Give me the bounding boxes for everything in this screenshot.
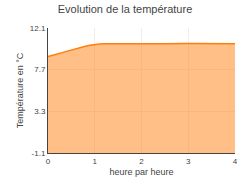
svg-text:1: 1 <box>93 157 98 166</box>
svg-text:2: 2 <box>139 157 144 166</box>
svg-text:12.1: 12.1 <box>30 24 46 33</box>
svg-text:Température en °C: Température en °C <box>15 52 25 128</box>
svg-text:3.3: 3.3 <box>34 107 46 116</box>
svg-text:3: 3 <box>186 157 191 166</box>
svg-text:4: 4 <box>233 157 238 166</box>
svg-text:Evolution de la température: Evolution de la température <box>58 3 193 15</box>
svg-text:0: 0 <box>46 157 51 166</box>
svg-text:7.7: 7.7 <box>34 65 46 74</box>
svg-text:heure par heure: heure par heure <box>109 167 173 177</box>
svg-text:-1.1: -1.1 <box>32 149 46 158</box>
